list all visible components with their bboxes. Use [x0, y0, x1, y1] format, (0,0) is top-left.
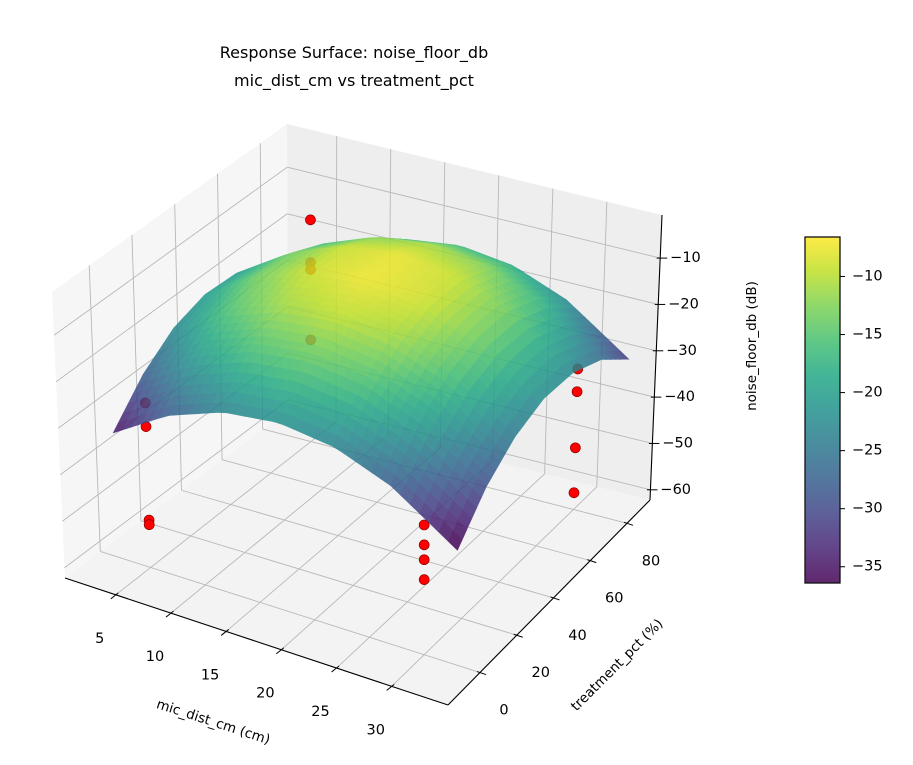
z-tick-label: −60 [660, 482, 691, 498]
colorbar-tick-label: −20 [852, 385, 883, 401]
gridline-y-floor [100, 550, 481, 673]
y-tick-label: 60 [605, 591, 623, 607]
colorbar-tick-label: −15 [852, 327, 883, 343]
x-tick-tick [331, 665, 340, 673]
z-tick-label: −40 [664, 389, 695, 405]
x-tick-label: 10 [146, 649, 164, 665]
z-axis-label: noise_floor_db (dB) [744, 281, 760, 411]
gridline-y-floor [221, 459, 591, 562]
colorbar-tick-label: −30 [852, 501, 883, 517]
x-tick-label: 20 [256, 686, 274, 702]
gridline-x-floor [115, 421, 337, 596]
z-tick-label: −30 [666, 343, 697, 359]
x-tick-label: 15 [201, 667, 219, 683]
surface-facet [390, 474, 406, 496]
gridline-x-floor [336, 473, 545, 669]
x-tick-label: 25 [311, 704, 329, 720]
scatter-point [570, 442, 581, 454]
gridline-y-floor [140, 520, 517, 636]
gridline-z-left [53, 166, 288, 336]
colorbar-gradient [804, 236, 841, 584]
tick-labels: 5 10 15 20 25 30 0 20 40 60 80 −60 −50 −40 −30 −20 −10 [95, 250, 701, 738]
x-tick-tick [110, 592, 119, 600]
gridline-x-floor [391, 486, 598, 687]
y-tick-label: 20 [532, 665, 550, 681]
y-tick-label: 40 [568, 628, 586, 644]
axis-lines [64, 214, 668, 706]
colorbar: −35 −30 −25 −20 −15 −10 [804, 236, 883, 584]
y-tick-label: 80 [642, 553, 660, 569]
y-tick-tick [550, 596, 560, 601]
chart-subtitle: mic_dist_cm vs treatment_pct [234, 71, 474, 91]
y-tick-tick [623, 521, 634, 526]
colorbar-tick-label: −25 [852, 443, 883, 459]
gridline-y-left [131, 234, 142, 521]
gridline-z-back [287, 166, 661, 259]
scatter-point [418, 539, 430, 551]
scatter-point [418, 519, 430, 531]
z-tick-label: −50 [662, 435, 693, 451]
x-tick-tick [220, 629, 229, 636]
colorbar-tick-label: −35 [852, 559, 883, 575]
gridline-z-left [55, 213, 288, 383]
x-tick-label: 30 [366, 722, 384, 738]
gridline-z-left [64, 399, 289, 569]
chart-title: Response Surface: noise_floor_db [220, 43, 488, 63]
surface-mesh [112, 237, 630, 551]
colorbar-tick-label: −10 [852, 268, 883, 284]
scatter-point [571, 386, 583, 398]
x-tick-tick [386, 683, 395, 691]
scatter-point [143, 519, 155, 531]
scatter-point [418, 554, 430, 566]
x-tick-label: 5 [95, 631, 104, 647]
gridline-x-floor [170, 434, 389, 614]
z-tick-label: −20 [668, 296, 699, 312]
gridline-y-floor [181, 489, 554, 599]
gridline-y-left [88, 265, 101, 552]
y-tick-label: 0 [499, 703, 508, 719]
y-tick-tick [587, 559, 597, 564]
x-axis-label: mic_dist_cm (cm) [154, 696, 272, 748]
scatter-point [305, 214, 316, 226]
y-tick-tick [513, 633, 523, 638]
scatter-point [418, 574, 430, 585]
x-axis-line [64, 577, 449, 706]
z-tick-label: −10 [670, 250, 701, 266]
y-tick-tick [476, 671, 487, 676]
x-tick-tick [276, 647, 285, 655]
x-tick-tick [165, 610, 174, 618]
z-axis-line [649, 214, 663, 501]
scatter-point [568, 487, 580, 499]
y-axis-line [447, 499, 651, 706]
